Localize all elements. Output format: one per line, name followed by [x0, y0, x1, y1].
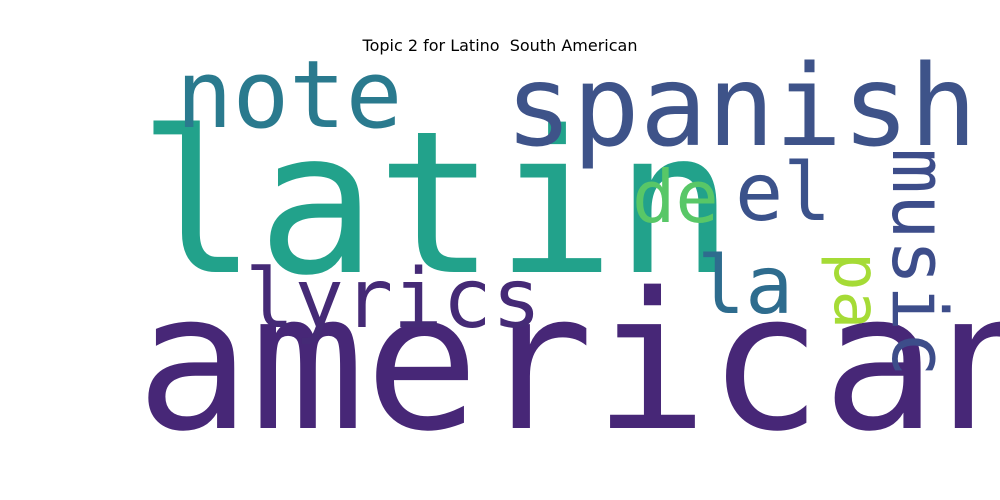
word-note: note: [176, 41, 402, 150]
word-music: music: [875, 148, 964, 377]
word-lyrics: lyrics: [245, 252, 541, 347]
chart-title: Topic 2 for Latino South American: [362, 36, 638, 55]
word-el: el: [735, 146, 831, 239]
word-de: de: [632, 155, 719, 239]
word-pa: pa: [819, 252, 893, 329]
word-la: la: [697, 239, 793, 332]
word-american: american: [136, 252, 1000, 473]
word-spanish: spanish: [505, 42, 977, 172]
word-latin: latin: [138, 88, 734, 319]
